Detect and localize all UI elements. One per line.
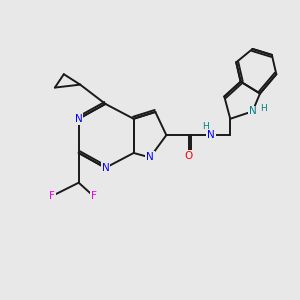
Text: H: H xyxy=(202,122,209,131)
Text: N: N xyxy=(207,130,215,140)
Text: N: N xyxy=(249,106,256,116)
Text: O: O xyxy=(184,151,193,161)
Text: F: F xyxy=(91,191,97,201)
Text: H: H xyxy=(260,104,267,113)
Text: N: N xyxy=(75,114,83,124)
Text: F: F xyxy=(49,191,55,201)
Text: N: N xyxy=(101,163,109,173)
Text: N: N xyxy=(146,152,154,162)
